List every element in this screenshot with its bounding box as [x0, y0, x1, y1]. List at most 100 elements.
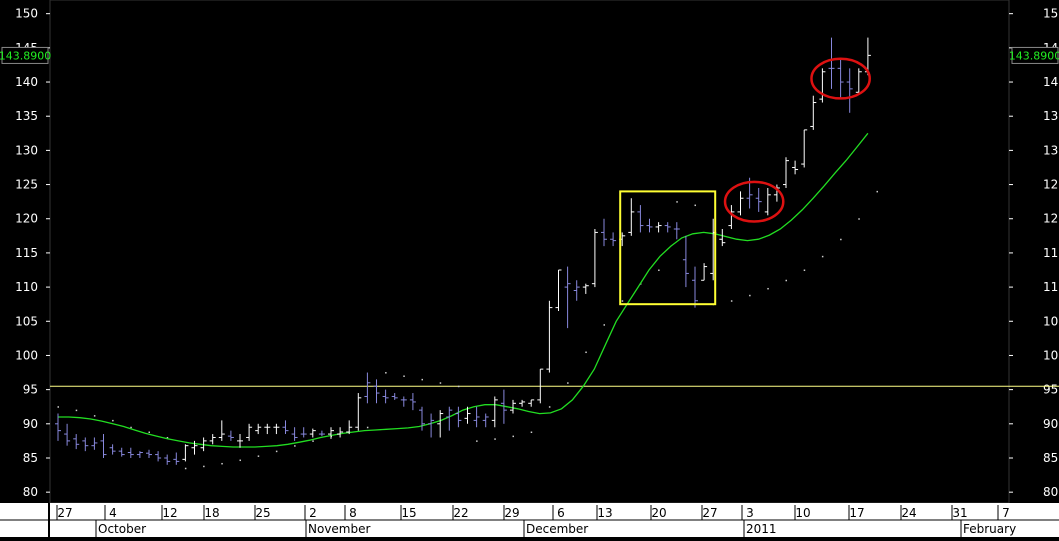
- ohlc-bar: [837, 58, 844, 100]
- plot-area[interactable]: [49, 0, 1010, 504]
- sar-dot: [548, 406, 551, 408]
- ohlc-bar: [773, 184, 780, 202]
- sar-dot: [621, 300, 624, 302]
- x-day-label: 31: [952, 506, 967, 520]
- y-tick-label-right: 140: [1043, 75, 1059, 89]
- sar-dot: [603, 324, 605, 326]
- price-tag-right: 143.8900: [1009, 49, 1059, 62]
- ohlc-bar: [664, 222, 671, 233]
- sar-dot: [512, 435, 514, 438]
- ohlc-bar: [246, 423, 253, 441]
- ohlc-bar: [655, 222, 662, 233]
- ohlc-bar: [273, 423, 280, 435]
- y-tick-label-right: 80: [1043, 485, 1058, 499]
- ohlc-bar: [55, 413, 61, 441]
- ohlc-bar: [610, 232, 617, 247]
- y-tick-label-right: 90: [1043, 417, 1058, 431]
- ohlc-bar: [419, 406, 425, 431]
- ohlc-bar: [109, 444, 116, 455]
- ohlc-bar: [755, 187, 762, 212]
- sar-dot: [767, 287, 769, 290]
- ohlc-bar: [146, 449, 152, 458]
- y-tick-label-right: 95: [1043, 383, 1058, 397]
- ohlc-bar: [355, 393, 362, 431]
- ohlc-bar: [737, 191, 744, 216]
- ohlc-bar: [537, 368, 544, 404]
- sar-dot: [494, 438, 496, 440]
- ohlc-bar: [373, 379, 380, 404]
- ohlc-bar: [828, 37, 835, 89]
- x-month-label: 2011: [746, 522, 777, 536]
- x-day-label: 29: [504, 506, 519, 520]
- ohlc-bar: [82, 437, 89, 452]
- sar-dot: [730, 300, 733, 302]
- x-day-label: 13: [597, 506, 612, 520]
- ohlc-bar: [446, 406, 453, 431]
- y-tick-label-left: 140: [15, 75, 38, 89]
- x-day-label: 25: [255, 506, 270, 520]
- ohlc-bar: [364, 372, 371, 404]
- ohlc-bar: [546, 300, 553, 373]
- y-tick-label-left: 125: [15, 178, 38, 192]
- ohlc-bar: [491, 396, 498, 428]
- x-day-label: 15: [401, 506, 416, 520]
- y-tick-label-left: 90: [23, 417, 38, 431]
- ohlc-bar: [391, 393, 398, 400]
- y-tick-label-right: 115: [1043, 246, 1059, 260]
- y-tick-label-right: 150: [1043, 7, 1059, 21]
- ohlc-bar: [64, 423, 71, 446]
- ohlc-bar: [464, 406, 471, 424]
- ohlc-bar: [646, 218, 653, 233]
- ohlc-bar: [728, 205, 735, 229]
- ohlc-bar: [309, 428, 316, 438]
- sar-dot: [821, 255, 824, 258]
- sar-dot: [785, 279, 787, 282]
- sar-dot: [658, 269, 660, 272]
- ohlc-bar: [528, 399, 535, 407]
- ohlc-bar: [127, 447, 134, 458]
- ohlc-bar: [582, 283, 589, 294]
- price-tag-left-box: [1, 46, 49, 64]
- sar-dot: [439, 382, 442, 384]
- y-tick-label-right: 100: [1043, 348, 1059, 362]
- highlight-ellipse: [810, 57, 871, 100]
- ohlc-bar: [218, 420, 225, 441]
- y-tick-label-left: 85: [23, 451, 38, 465]
- ohlc-bar: [573, 280, 580, 301]
- sar-dot: [421, 378, 423, 381]
- ohlc-bar: [191, 440, 198, 455]
- ohlc-bar: [346, 420, 353, 435]
- ohlc-bar: [164, 454, 171, 465]
- x-month-label: December: [526, 522, 588, 536]
- sar-dot: [239, 459, 241, 462]
- ohlc-bar: [519, 399, 526, 407]
- price-tag-left: 143.8900: [0, 49, 51, 62]
- ohlc-bar: [792, 160, 799, 175]
- ohlc-bar: [455, 406, 462, 428]
- x-day-label: 27: [702, 506, 717, 520]
- ohlc-bar: [337, 427, 344, 438]
- ohlc-bar: [428, 413, 435, 438]
- sar-dot: [676, 201, 678, 203]
- ohlc-bar: [173, 452, 180, 465]
- x-day-label: 22: [453, 506, 468, 520]
- ohlc-bar: [628, 198, 635, 236]
- sar-dot: [567, 382, 569, 384]
- ohlc-bar: [783, 157, 789, 188]
- sar-dot: [858, 218, 860, 220]
- sar-dot: [93, 415, 96, 417]
- ohlc-bar: [264, 423, 271, 435]
- ohlc-bar: [682, 235, 689, 288]
- sar-dot: [585, 351, 587, 354]
- ohlc-bar: [382, 389, 389, 404]
- x-day-label: 27: [57, 506, 72, 520]
- sar-dot: [148, 431, 150, 434]
- sar-dot: [749, 294, 751, 297]
- x-day-label: 12: [162, 506, 177, 520]
- ohlc-bar: [136, 451, 143, 458]
- y-tick-label-left: 110: [15, 280, 38, 294]
- x-day-label: 24: [901, 506, 916, 520]
- sar-dot: [257, 455, 260, 457]
